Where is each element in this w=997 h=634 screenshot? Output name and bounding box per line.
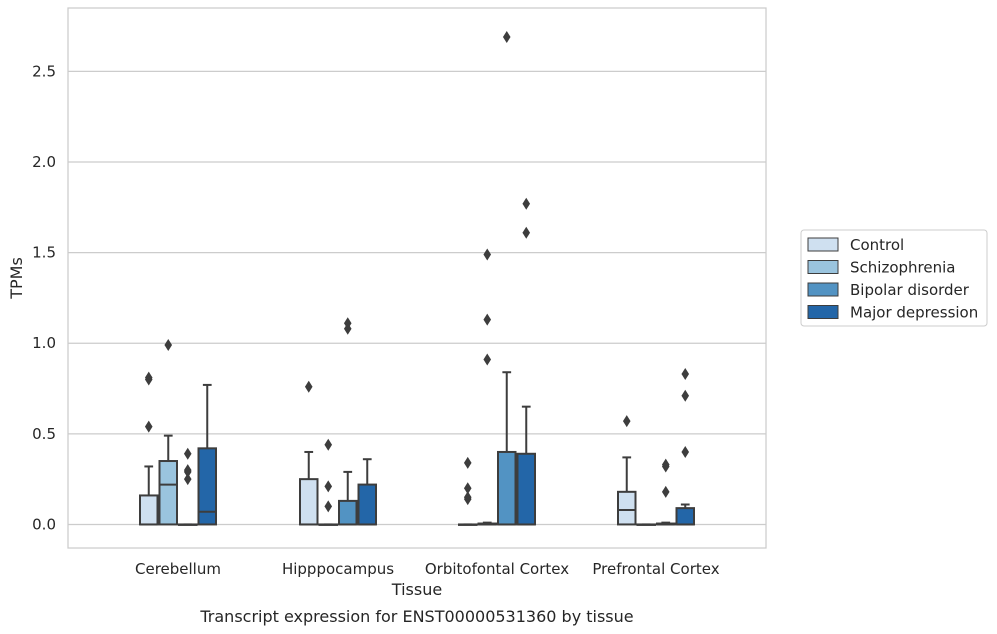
- outlier-point: [661, 485, 670, 498]
- box-iqr: [139, 494, 159, 526]
- outlier-point: [183, 447, 192, 460]
- y-tick-label: 0.5: [32, 425, 56, 443]
- outlier-point: [502, 30, 511, 43]
- legend-label: Bipolar disorder: [850, 281, 970, 299]
- outlier-point: [183, 473, 192, 486]
- box-3-1: [636, 523, 656, 526]
- box-1-2: [338, 317, 358, 526]
- outlier-point: [304, 380, 313, 393]
- legend-swatch: [807, 305, 839, 319]
- y-tick-label: 2.5: [32, 62, 56, 80]
- y-tick-label: 1.5: [32, 244, 56, 262]
- legend-label: Schizophrenia: [850, 259, 955, 277]
- x-tick-label: Orbitofontal Cortex: [425, 560, 569, 578]
- box-2-2: [497, 30, 517, 526]
- grid-lines: [68, 70, 766, 526]
- outlier-point: [522, 226, 531, 239]
- y-tick-label: 2.0: [32, 153, 56, 171]
- box-0-2: [178, 447, 198, 526]
- x-tick-label: Cerebellum: [135, 560, 221, 578]
- figure-caption: Transcript expression for ENST0000053136…: [199, 607, 633, 626]
- legend-swatch: [807, 237, 839, 252]
- box-2-1: [477, 248, 497, 526]
- box-1-1: [318, 438, 338, 526]
- box-0-1: [158, 339, 178, 526]
- outlier-point: [324, 438, 333, 451]
- box-3-2: [656, 458, 676, 526]
- box-iqr: [158, 460, 178, 526]
- outlier-point: [144, 371, 153, 384]
- legend-label: Control: [850, 236, 904, 254]
- outlier-point: [622, 415, 631, 428]
- box-iqr: [197, 447, 217, 526]
- box-3-3: [675, 368, 695, 526]
- box-iqr: [617, 490, 637, 526]
- outlier-point: [661, 458, 670, 471]
- x-axis-ticks: Cerebellum Hipppocampus Orbitofontal Corte…: [135, 560, 720, 578]
- legend-frame: [800, 229, 988, 327]
- box-3-0: [617, 415, 637, 526]
- outlier-point: [324, 480, 333, 493]
- box-iqr: [675, 507, 695, 526]
- outlier-point: [483, 353, 492, 366]
- box-0-3: [197, 383, 217, 526]
- box-plot-marks: [139, 30, 695, 526]
- outlier-point: [343, 317, 352, 330]
- outlier-point: [522, 197, 531, 210]
- outlier-point: [681, 445, 690, 458]
- legend: Control Schizophrenia Bipolar disorder Majo…: [800, 229, 988, 327]
- box-1-0: [299, 380, 319, 526]
- outlier-point: [144, 420, 153, 433]
- y-axis-ticks: 0.0 0.5 1.0 1.5 2.0 2.5: [32, 62, 56, 533]
- outlier-point: [483, 313, 492, 326]
- outlier-point: [463, 456, 472, 469]
- y-tick-label: 1.0: [32, 334, 56, 352]
- outlier-point: [681, 368, 690, 381]
- box-2-3: [516, 197, 536, 526]
- outlier-point: [463, 491, 472, 504]
- plot-area-frame: [67, 7, 767, 549]
- box-iqr: [516, 452, 536, 526]
- outlier-point: [183, 464, 192, 477]
- box-iqr: [497, 450, 517, 526]
- outlier-point: [463, 482, 472, 495]
- y-tick-label: 0.0: [32, 515, 56, 533]
- box-2-0: [458, 456, 478, 526]
- y-axis-title: TPMs: [7, 257, 26, 300]
- outlier-point: [681, 389, 690, 402]
- x-tick-label: Hipppocampus: [282, 560, 394, 578]
- legend-swatch: [807, 282, 839, 297]
- box-iqr: [338, 499, 358, 526]
- box-iqr: [299, 478, 319, 526]
- legend-swatch: [807, 260, 839, 274]
- outlier-point: [164, 339, 173, 352]
- legend-label: Major depression: [850, 304, 978, 322]
- box-0-0: [139, 371, 159, 526]
- box-iqr: [357, 483, 377, 526]
- outlier-point: [483, 248, 492, 261]
- outlier-point: [324, 500, 333, 513]
- x-tick-label: Prefrontal Cortex: [592, 560, 719, 578]
- box-1-3: [357, 458, 377, 526]
- x-axis-title: Tissue: [391, 580, 442, 599]
